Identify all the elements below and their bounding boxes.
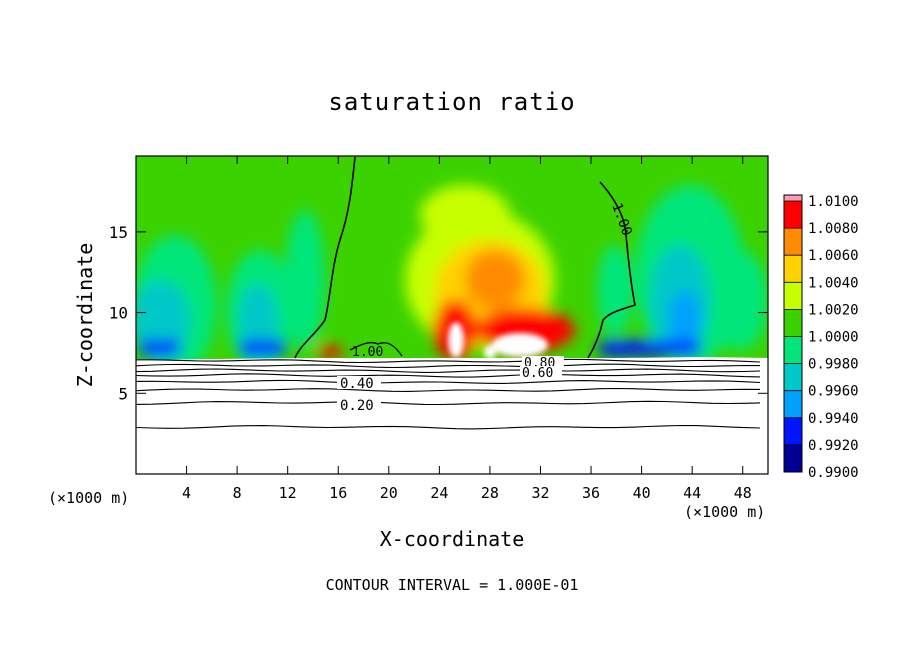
colorbar-swatch — [784, 282, 802, 310]
chart-title: saturation ratio — [328, 88, 576, 116]
colorbar-label: 1.0020 — [808, 302, 859, 318]
contour-1-00-small — [349, 341, 403, 357]
y-axis: 5 10 15 — [109, 223, 768, 403]
colorbar-swatch — [784, 336, 802, 365]
y-tick-label: 5 — [118, 384, 128, 403]
contour-1-00-right — [587, 181, 636, 359]
plot-frame — [135, 155, 769, 475]
contour-interval-note: CONTOUR INTERVAL = 1.000E-01 — [325, 576, 579, 594]
contour-1-00-left — [294, 156, 356, 359]
colorbar-label: 0.9980 — [808, 357, 859, 373]
blurred-field-features — [136, 185, 768, 375]
contour-line — [136, 424, 761, 430]
x-tick-label: 40 — [633, 484, 651, 502]
x-tick-label: 8 — [233, 484, 242, 502]
horizontal-contours — [136, 358, 761, 430]
colorbar-swatch — [784, 201, 802, 229]
x-tick-label: 24 — [430, 484, 448, 502]
colorbar-cap — [784, 195, 802, 201]
colorbar-label: 0.9900 — [808, 465, 859, 481]
x-tick-label: 36 — [582, 484, 600, 502]
colorbar-label: 0.9960 — [808, 384, 859, 400]
contour-line — [136, 368, 761, 373]
x-unit-label-left: (×1000 m) — [48, 489, 129, 507]
colorbar-label: 1.0100 — [808, 194, 859, 210]
colorbar-label: 1.0080 — [808, 221, 859, 237]
x-tick-label: 44 — [683, 484, 701, 502]
x-tick-label: 32 — [531, 484, 549, 502]
colorbar-swatch — [784, 255, 802, 283]
contour-line — [136, 358, 761, 364]
colorbar-swatch — [784, 444, 802, 473]
x-axis-label: X-coordinate — [380, 527, 525, 551]
contour-line — [136, 400, 761, 406]
x-unit-label-right: (×1000 m) — [684, 503, 765, 521]
y-tick-label: 15 — [109, 223, 128, 242]
label-bg — [337, 398, 381, 411]
contour-line — [136, 373, 761, 378]
contour-label: 0.60 — [522, 366, 553, 381]
label-bg — [337, 376, 381, 389]
colorbar-swatch — [784, 363, 802, 392]
x-tick-label: 16 — [329, 484, 347, 502]
label-bg — [520, 366, 562, 378]
subcloud-layer — [136, 357, 768, 474]
colorbar-label: 1.0060 — [808, 248, 859, 264]
x-tick-label: 20 — [380, 484, 398, 502]
colorbar-label: 1.0000 — [808, 330, 859, 346]
contour-line — [136, 379, 761, 384]
label-bg — [522, 356, 564, 368]
colorbar-label: 0.9940 — [808, 411, 859, 427]
colorbar-swatch — [784, 309, 802, 337]
colorbar: 1.0100 1.0080 1.0060 1.0040 1.0020 1.0000 0.99… — [783, 194, 859, 481]
x-tick-label: 4 — [182, 484, 191, 502]
x-axis: 4 8 12 16 20 24 28 32 36 40 44 48 — [182, 156, 752, 502]
supersaturated-cores — [448, 322, 548, 359]
x-tick-label: 48 — [734, 484, 752, 502]
colorbar-swatch — [784, 417, 802, 446]
x-tick-label: 28 — [481, 484, 499, 502]
y-tick-label: 10 — [109, 304, 128, 323]
y-axis-label: Z-coordinate — [73, 243, 97, 388]
x-tick-label: 12 — [279, 484, 297, 502]
field-layer: 1.00 1.00 0.80 0.60 0.40 0.20 — [136, 156, 768, 474]
colorbar-label: 0.9920 — [808, 438, 859, 454]
contour-line — [136, 363, 761, 369]
colorbar-swatch — [784, 390, 802, 419]
contour-label: 1.00 — [352, 345, 383, 360]
contour-label: 0.40 — [340, 376, 374, 392]
contour-line — [136, 387, 761, 392]
contour-label: 0.20 — [340, 398, 374, 414]
colorbar-swatch — [784, 228, 802, 256]
colorbar-label: 1.0040 — [808, 275, 859, 291]
